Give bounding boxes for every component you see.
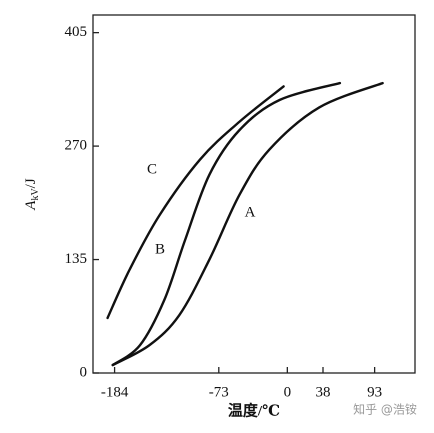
y-tick-label: 0: [80, 364, 88, 380]
y-axis-label: AkV/J: [23, 178, 41, 211]
x-tick-label: -73: [209, 384, 229, 400]
curve-label: B: [155, 241, 165, 257]
y-label-sub: kV: [30, 188, 41, 201]
curve-label: C: [147, 161, 157, 177]
y-tick-label: 135: [65, 251, 88, 267]
y-label-main: A: [23, 200, 39, 211]
x-tick-label: 38: [316, 384, 331, 400]
x-tick-label: 93: [367, 384, 382, 400]
watermark: 知乎 @浩铵: [353, 402, 417, 417]
x-tick-label: 0: [284, 384, 292, 400]
curve: [106, 85, 285, 320]
curve: [111, 81, 342, 367]
curve: [111, 81, 384, 367]
y-label-unit: /J: [23, 178, 39, 188]
x-axis-label: 温度/℃: [228, 401, 280, 419]
x-tick-label: -184: [101, 384, 129, 400]
plot-frame: [92, 14, 416, 374]
y-tick-label: 405: [65, 24, 88, 40]
y-tick-label: 270: [65, 138, 88, 154]
curve-label: A: [245, 204, 256, 220]
